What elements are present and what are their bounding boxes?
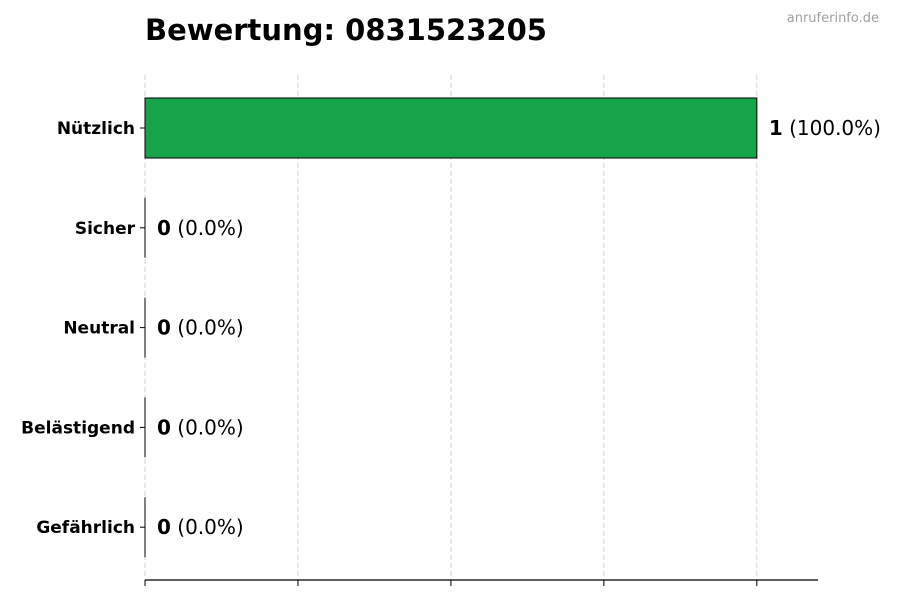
data-label-count: 1 — [769, 116, 783, 140]
data-label-percent: (0.0%) — [171, 316, 244, 340]
data-label-count: 0 — [157, 316, 171, 340]
watermark: anruferinfo.de — [787, 11, 879, 26]
bar-0 — [144, 97, 758, 159]
data-label-count: 0 — [157, 216, 171, 240]
gridlines — [144, 75, 758, 580]
category-label: Neutral — [63, 319, 135, 339]
data-label-count: 0 — [157, 415, 171, 439]
category-label: Nützlich — [57, 119, 135, 139]
x-axis: Nützlich Sicher Neutral Belästigend Gefährli… — [21, 119, 818, 586]
data-label-percent: (0.0%) — [171, 415, 244, 439]
data-label-percent: (0.0%) — [171, 216, 244, 240]
category-label: Belästigend — [21, 418, 135, 438]
category-label: Gefährlich — [36, 518, 135, 538]
category-label: Sicher — [75, 219, 136, 239]
data-label: 0 (0.0%) — [157, 415, 244, 439]
data-label: 0 (0.0%) — [157, 515, 244, 539]
data-label: 1 (100.0%) — [769, 116, 881, 140]
bars: 1 (100.0%)0 (0.0%)0 (0.0%)0 (0.0%)0 (0.0… — [144, 97, 881, 558]
data-label-percent: (100.0%) — [783, 116, 881, 140]
chart-title: Bewertung: 0831523205 — [145, 13, 547, 47]
data-label-percent: (0.0%) — [171, 515, 244, 539]
data-label-count: 0 — [157, 515, 171, 539]
data-label: 0 (0.0%) — [157, 316, 244, 340]
data-label: 0 (0.0%) — [157, 216, 244, 240]
